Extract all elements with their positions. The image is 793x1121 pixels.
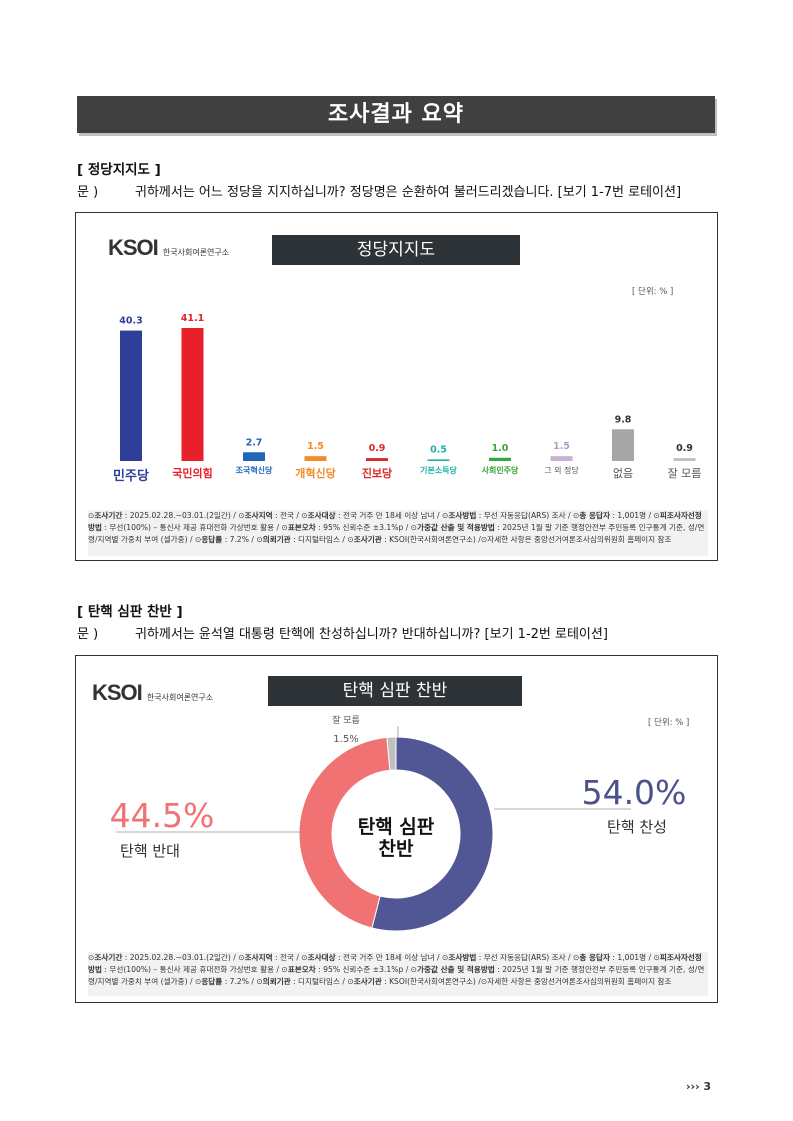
impeachment-chart-box: KSOI 한국사회여론연구소 탄핵 심판 찬반 [ 단위: % ] 54.0% 탄… [75,655,718,1003]
bar-2 [243,452,265,461]
category-label: 없음 [612,467,634,480]
category-label: 조국혁신당 [235,466,273,475]
category-label-yes: 탄핵 찬성 [607,818,667,836]
page-number: ››› 3 [686,1080,712,1093]
category-label: 국민의힘 [172,467,213,480]
bar-value-label: 41.1 [181,313,204,324]
category-label: 진보당 [361,467,393,480]
value-label-yes: 54.0% [582,773,687,812]
bar-value-label: 40.3 [119,316,142,327]
bar-value-label: 2.7 [246,437,263,448]
question-impeachment: 문 ) 귀하께서는 윤석열 대통령 탄핵에 찬성하십니까? 반대하십니까? [보기… [77,623,608,642]
question-party-support: 문 ) 귀하께서는 어느 정당을 지지하십니까? 정당명은 순환하여 불러드리겠습… [77,181,681,200]
survey-note: ⊙조사기간 : 2025.02.28.~03.01.(2일간) / ⊙조사지역 … [88,510,708,556]
bar-value-label: 0.9 [369,443,386,454]
impeachment-donut-chart: 54.0% 탄핵 찬성 44.5% 탄핵 반대 잘 모름 1.5% [110,714,687,932]
donut-center-line2: 찬반 [378,838,414,860]
bar-9 [673,458,696,461]
donut-center-label: 탄핵 심판 찬반 [316,816,476,860]
section-heading-impeachment: [ 탄핵 심판 찬반 ] [77,604,183,620]
category-label: 잘 모름 [667,467,702,480]
bar-8 [612,429,634,461]
value-label-unsure: 1.5% [333,734,358,745]
logo-subtitle: 한국사회여론연구소 [146,693,214,702]
donut-slice-1 [298,736,391,929]
bar-value-label: 0.5 [430,444,447,455]
category-label-no: 탄핵 반대 [120,842,180,860]
category-label: 기본소득당 [420,466,457,475]
bar-value-label: 1.5 [307,441,324,452]
bar-4 [366,458,388,461]
bar-value-label: 0.9 [676,443,693,454]
question-label: 문 ) [77,185,99,200]
bar-5 [427,459,450,461]
bar-1 [181,328,204,461]
category-label: 개혁신당 [295,467,336,480]
donut-center-line1: 탄핵 심판 [357,816,435,838]
ksoi-logo: KSOI 한국사회여론연구소 [92,680,213,706]
bar-3 [304,456,327,461]
ksoi-logo: KSOI 한국사회여론연구소 [108,235,229,261]
question-text: 귀하께서는 어느 정당을 지지하십니까? 정당명은 순환하여 불러드리겠습니다.… [135,185,682,200]
category-labels: 민주당 국민의힘 조국혁신당 개혁신당 진보당 기본소득당 사회민주당 그 외 정당 없음 잘 모… [76,463,717,487]
category-label-unsure: 잘 모름 [332,714,360,726]
bar-value-label: 1.5 [553,441,570,452]
chart-unit: [ 단위: % ] [648,718,690,728]
bar-7 [550,456,573,461]
value-label-no: 44.5% [110,796,215,835]
bar-0 [120,330,142,461]
category-label: 그 외 정당 [544,466,579,475]
logo-text: KSOI [108,235,159,260]
bar-value-label: 1.0 [492,443,509,454]
category-label: 사회민주당 [481,466,519,475]
page-title: 조사결과 요약 [77,96,715,133]
bar-value-label: 9.8 [615,414,632,425]
party-support-bar-chart: 40.3 41.1 2.7 1.5 0.9 0.5 1.0 1.5 9.8 0.9 [119,313,696,461]
question-label: 문 ) [77,627,99,642]
donut-slice-2 [386,736,397,771]
logo-text: KSOI [92,680,143,705]
chart-title-impeachment: 탄핵 심판 찬반 [268,676,522,706]
donut-slice-0 [371,736,494,932]
party-support-chart-box: KSOI 한국사회여론연구소 정당지지도 [ 단위: % ] 40.3 41.1 2… [75,212,718,561]
category-label: 민주당 [113,469,149,484]
bar-6 [489,457,511,461]
logo-subtitle: 한국사회여론연구소 [162,248,230,257]
section-heading-party-support: [ 정당지지도 ] [77,162,161,178]
question-text: 귀하께서는 윤석열 대통령 탄핵에 찬성하십니까? 반대하십니까? [보기 1-… [135,627,608,642]
chart-unit: [ 단위: % ] [632,287,674,297]
survey-note: ⊙조사기간 : 2025.02.28.~03.01.(2일간) / ⊙조사지역 … [88,952,708,996]
chart-title-party-support: 정당지지도 [272,235,520,265]
